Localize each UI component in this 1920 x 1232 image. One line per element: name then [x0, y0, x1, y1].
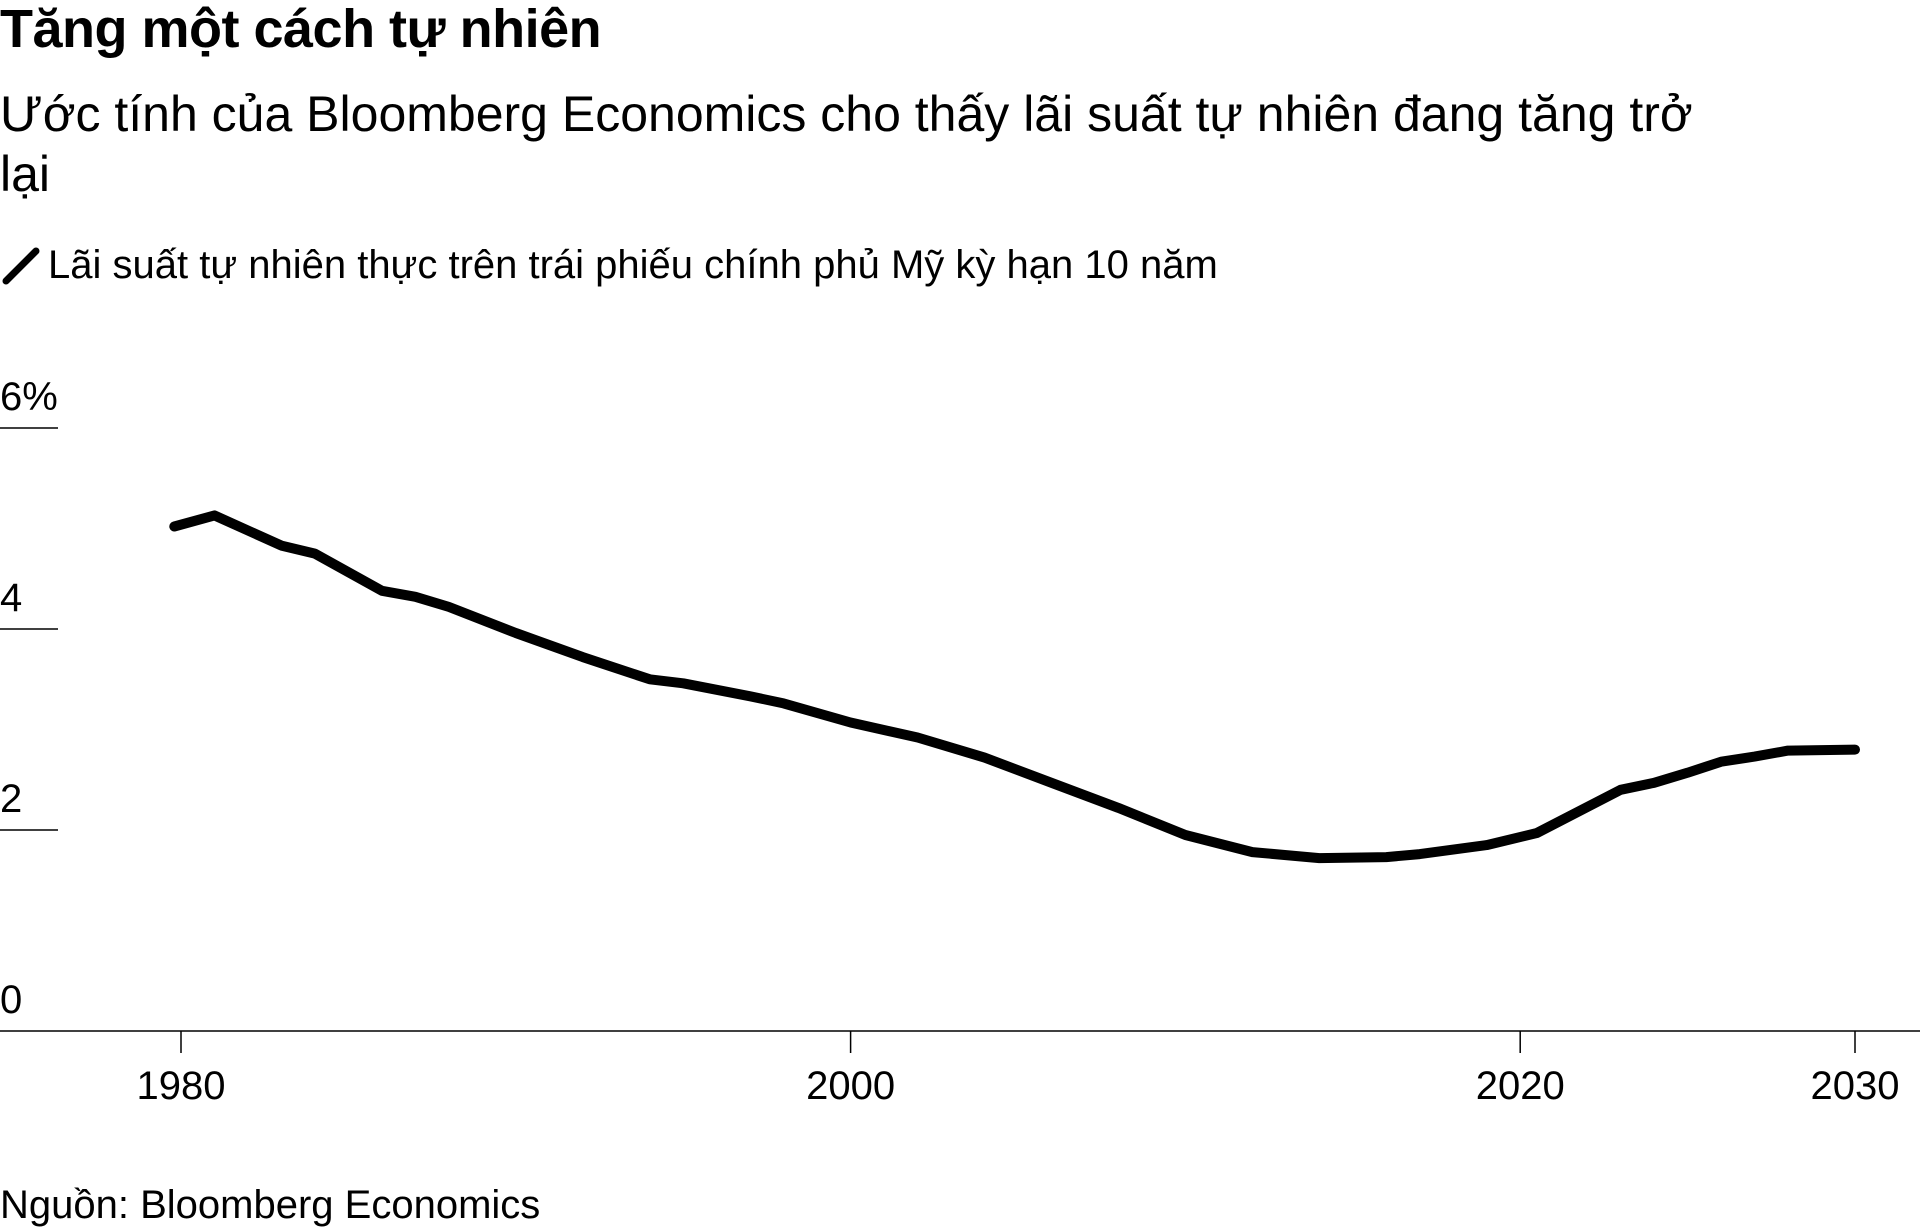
- y-tick-label: 0: [0, 978, 22, 1022]
- x-tick-label: 2020: [1476, 1064, 1565, 1108]
- x-axis-ticks: [180, 1031, 1856, 1053]
- x-tick-label: 2030: [1811, 1064, 1900, 1108]
- chart-title: Tăng một cách tự nhiên: [0, 0, 602, 59]
- y-gridlines: [0, 427, 58, 831]
- y-tick-label: 2: [0, 777, 22, 821]
- y-axis-labels: 0 2 4 6%: [0, 375, 58, 1022]
- chart-subtitle: Ước tính của Bloomberg Economics cho thấ…: [0, 86, 1693, 202]
- source-note: Nguồn: Bloomberg Economics: [0, 1183, 541, 1227]
- legend-line-icon: [2, 247, 40, 285]
- x-tick-label: 2000: [806, 1064, 895, 1108]
- legend-series-label: Lãi suất tự nhiên thực trên trái phiếu c…: [48, 243, 1218, 287]
- legend: Lãi suất tự nhiên thực trên trái phiếu c…: [0, 240, 1218, 290]
- y-tick-label: 6%: [0, 375, 58, 419]
- x-tick-label: 1980: [137, 1064, 226, 1108]
- y-tick-label: 4: [0, 576, 22, 620]
- x-axis-labels: 1980 2000 2020 2030: [137, 1064, 1900, 1108]
- series-line-natural-rate: [169, 510, 1860, 864]
- line-chart: 0 2 4 6% 1980 2000 2020 2030: [0, 375, 1920, 1108]
- series-layer: [169, 510, 1860, 864]
